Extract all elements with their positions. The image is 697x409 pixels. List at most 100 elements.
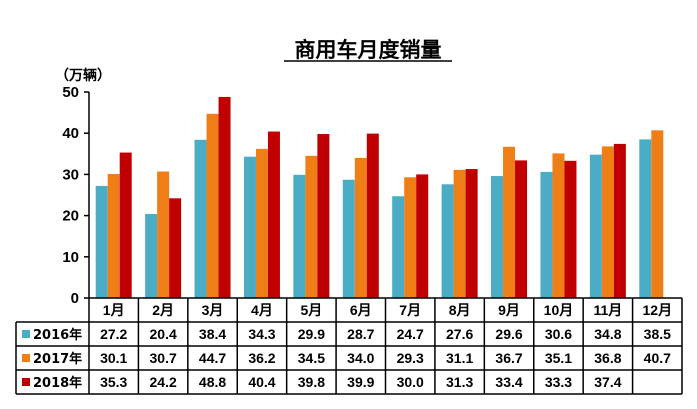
- bar-2018年-9月: [515, 160, 528, 298]
- bar-2017年-5月: [305, 155, 318, 298]
- legend-label: 2016年: [33, 327, 82, 343]
- data-label: 30.6: [545, 326, 572, 342]
- bar-2018年-11月: [613, 143, 626, 298]
- bar-2016年-11月: [589, 154, 602, 298]
- data-label: 38.5: [644, 326, 671, 342]
- data-label: 30.1: [100, 350, 127, 366]
- unit-label: （万辆）: [55, 67, 111, 84]
- bar-2018年-7月: [416, 174, 429, 298]
- data-label: 35.1: [545, 350, 572, 366]
- x-tick-label: 12月: [643, 302, 673, 318]
- data-label: 29.3: [397, 350, 424, 366]
- data-label: 33.3: [545, 374, 572, 390]
- x-tick-label: 2月: [152, 302, 174, 318]
- data-label: 27.6: [446, 326, 473, 342]
- data-label: 48.8: [199, 374, 226, 390]
- x-tick-label: 4月: [251, 302, 273, 318]
- bar-2017年-10月: [552, 153, 565, 298]
- data-label: 37.4: [594, 374, 621, 390]
- bar-2016年-7月: [392, 196, 405, 298]
- x-tick-label: 8月: [449, 302, 471, 318]
- data-label: 40.7: [644, 350, 671, 366]
- x-tick-label: 6月: [350, 302, 372, 318]
- bar-2016年-6月: [342, 179, 355, 298]
- y-tick-label: 40: [62, 125, 79, 142]
- bar-2016年-10月: [540, 171, 553, 298]
- data-label: 44.7: [199, 350, 226, 366]
- data-label: 36.2: [248, 350, 275, 366]
- data-label: 34.5: [298, 350, 325, 366]
- bar-2017年-6月: [354, 157, 367, 298]
- x-tick-label: 5月: [300, 302, 322, 318]
- bar-2018年-2月: [169, 198, 182, 298]
- bar-2016年-9月: [491, 176, 504, 298]
- x-tick-label: 7月: [399, 302, 421, 318]
- data-label: 36.8: [594, 350, 621, 366]
- bar-2018年-5月: [317, 134, 330, 298]
- bar-2017年-8月: [453, 169, 466, 298]
- bar-2018年-1月: [119, 152, 132, 298]
- legend-swatch-2018年: [22, 378, 30, 386]
- data-label: 29.6: [495, 326, 522, 342]
- bar-2018年-4月: [267, 131, 280, 298]
- data-label: 36.7: [495, 350, 522, 366]
- x-tick-label: 10月: [544, 302, 574, 318]
- bar-2018年-8月: [465, 169, 478, 298]
- data-table: 1月 2月 3月 4月 5月 6月 7月 8月 9月 10月 11月 12月 2016年 27.2 20.4…: [15, 297, 683, 395]
- bar-2018年-10月: [564, 160, 577, 298]
- bar-2017年-3月: [206, 113, 219, 298]
- y-tick-label: 20: [62, 208, 79, 225]
- bar-2018年-3月: [218, 96, 231, 298]
- bar-2017年-11月: [601, 146, 614, 298]
- bar-2016年-2月: [145, 213, 158, 298]
- bar-2016年-1月: [95, 185, 108, 298]
- data-label: 39.9: [347, 374, 374, 390]
- bar-2016年-4月: [243, 156, 256, 298]
- data-label: 29.9: [298, 326, 325, 342]
- bar-2017年-9月: [503, 146, 516, 298]
- data-label: 28.7: [347, 326, 374, 342]
- data-label: 20.4: [150, 326, 177, 342]
- bar-2018年-6月: [366, 133, 379, 298]
- data-label: 40.4: [248, 374, 275, 390]
- legend-swatch-2016年: [22, 330, 30, 338]
- legend-label: 2018年: [33, 375, 82, 391]
- legend-swatch-2017年: [22, 354, 30, 362]
- data-label: 31.1: [446, 350, 473, 366]
- y-tick-label: 30: [62, 166, 79, 183]
- legend-label: 2017年: [33, 351, 82, 367]
- data-label: 39.8: [298, 374, 325, 390]
- data-label: 35.3: [100, 374, 127, 390]
- data-label: 34.3: [248, 326, 275, 342]
- bar-2016年-12月: [639, 139, 652, 298]
- bar-2016年-5月: [293, 174, 306, 298]
- bar-2017年-12月: [651, 130, 664, 298]
- bar-2016年-8月: [441, 184, 454, 298]
- data-label: 33.4: [495, 374, 522, 390]
- data-label: 24.2: [150, 374, 177, 390]
- data-label: 30.0: [397, 374, 424, 390]
- bar-2017年-1月: [107, 173, 120, 298]
- data-label: 34.0: [347, 350, 374, 366]
- y-tick-label: 10: [62, 249, 79, 266]
- data-label: 31.3: [446, 374, 473, 390]
- chart-title: 商用车月度销量: [295, 38, 442, 62]
- data-label: 24.7: [397, 326, 424, 342]
- x-tick-label: 1月: [103, 302, 125, 318]
- bar-2017年-7月: [404, 177, 417, 298]
- y-tick-label: 50: [62, 84, 79, 101]
- bar-2017年-2月: [157, 171, 170, 298]
- data-label: 30.7: [150, 350, 177, 366]
- y-tick-label: 0: [71, 290, 79, 307]
- x-tick-label: 3月: [202, 302, 224, 318]
- data-label: 38.4: [199, 326, 226, 342]
- data-label: 34.8: [594, 326, 621, 342]
- bar-2017年-4月: [255, 148, 268, 298]
- bar-2016年-3月: [194, 139, 207, 298]
- x-tick-label: 11月: [593, 302, 622, 318]
- data-label: 27.2: [100, 326, 127, 342]
- x-tick-label: 9月: [498, 302, 520, 318]
- plot-area: 0 10 20 30 40 50: [62, 84, 664, 307]
